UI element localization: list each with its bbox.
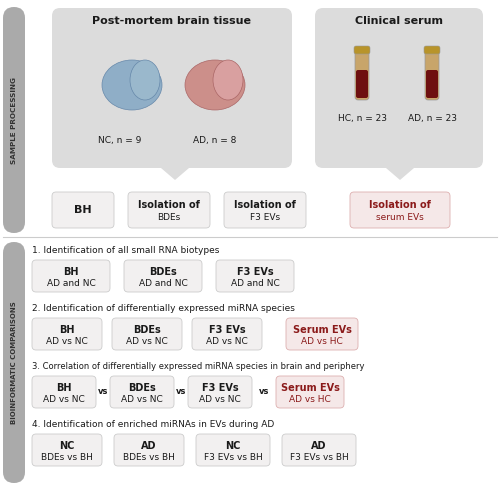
- Text: vs: vs: [259, 387, 269, 396]
- FancyBboxPatch shape: [196, 434, 270, 466]
- FancyBboxPatch shape: [32, 318, 102, 350]
- FancyBboxPatch shape: [32, 434, 102, 466]
- FancyBboxPatch shape: [52, 8, 292, 168]
- FancyBboxPatch shape: [192, 318, 262, 350]
- FancyBboxPatch shape: [32, 376, 96, 408]
- Text: vs: vs: [176, 387, 186, 396]
- FancyBboxPatch shape: [282, 434, 356, 466]
- Polygon shape: [161, 168, 189, 180]
- Text: AD vs HC: AD vs HC: [289, 394, 331, 404]
- Text: F3 EVs: F3 EVs: [208, 325, 246, 334]
- FancyBboxPatch shape: [224, 192, 306, 228]
- FancyBboxPatch shape: [356, 70, 368, 98]
- FancyBboxPatch shape: [354, 46, 370, 54]
- Text: 2. Identification of differentially expressed miRNA species: 2. Identification of differentially expr…: [32, 304, 295, 313]
- Text: AD vs NC: AD vs NC: [126, 337, 168, 346]
- Text: AD: AD: [311, 441, 327, 450]
- Text: F3 EVs: F3 EVs: [202, 383, 238, 392]
- Text: AD and NC: AD and NC: [46, 279, 96, 287]
- Text: AD and NC: AD and NC: [230, 279, 280, 287]
- Text: BH: BH: [56, 383, 72, 392]
- Text: Post-mortem brain tissue: Post-mortem brain tissue: [92, 16, 252, 26]
- Ellipse shape: [185, 60, 245, 110]
- Text: serum EVs: serum EVs: [376, 213, 424, 223]
- FancyBboxPatch shape: [350, 192, 450, 228]
- FancyBboxPatch shape: [3, 7, 25, 233]
- Text: vs: vs: [98, 387, 108, 396]
- Text: 1. Identification of all small RNA biotypes: 1. Identification of all small RNA bioty…: [32, 246, 220, 255]
- Text: AD vs NC: AD vs NC: [121, 394, 163, 404]
- Text: AD, n = 23: AD, n = 23: [408, 114, 457, 122]
- Text: SAMPLE PROCESSING: SAMPLE PROCESSING: [11, 77, 17, 163]
- Ellipse shape: [213, 60, 243, 100]
- Text: 3. Correlation of differentially expressed miRNA species in brain and periphery: 3. Correlation of differentially express…: [32, 362, 364, 371]
- Text: AD vs HC: AD vs HC: [301, 337, 343, 346]
- FancyBboxPatch shape: [124, 260, 202, 292]
- Text: BH: BH: [60, 325, 75, 334]
- Text: BDEs vs BH: BDEs vs BH: [41, 452, 93, 462]
- Polygon shape: [386, 168, 414, 180]
- Text: AD vs NC: AD vs NC: [199, 394, 241, 404]
- Ellipse shape: [102, 60, 162, 110]
- Text: Isolation of: Isolation of: [138, 200, 200, 210]
- FancyBboxPatch shape: [112, 318, 182, 350]
- Text: BDEs: BDEs: [158, 213, 180, 223]
- Text: BDEs: BDEs: [128, 383, 156, 392]
- Text: AD vs NC: AD vs NC: [46, 337, 88, 346]
- FancyBboxPatch shape: [32, 260, 110, 292]
- Text: Serum EVs: Serum EVs: [280, 383, 340, 392]
- Text: Serum EVs: Serum EVs: [292, 325, 352, 334]
- Text: BH: BH: [74, 205, 92, 215]
- FancyBboxPatch shape: [286, 318, 358, 350]
- Text: AD vs NC: AD vs NC: [43, 394, 85, 404]
- FancyBboxPatch shape: [128, 192, 210, 228]
- FancyBboxPatch shape: [425, 50, 439, 100]
- Text: BDEs: BDEs: [149, 266, 177, 277]
- FancyBboxPatch shape: [52, 192, 114, 228]
- Text: 4. Identification of enriched miRNAs in EVs during AD: 4. Identification of enriched miRNAs in …: [32, 420, 274, 429]
- FancyBboxPatch shape: [315, 8, 483, 168]
- FancyBboxPatch shape: [188, 376, 252, 408]
- Text: AD vs NC: AD vs NC: [206, 337, 248, 346]
- Text: HC, n = 23: HC, n = 23: [338, 114, 386, 122]
- Text: BH: BH: [63, 266, 79, 277]
- Text: F3 EVs vs BH: F3 EVs vs BH: [290, 452, 348, 462]
- FancyBboxPatch shape: [424, 46, 440, 54]
- FancyBboxPatch shape: [3, 242, 25, 483]
- Text: AD, n = 8: AD, n = 8: [194, 136, 236, 144]
- Text: NC: NC: [226, 441, 240, 450]
- Text: AD and NC: AD and NC: [138, 279, 188, 287]
- FancyBboxPatch shape: [114, 434, 184, 466]
- Text: Isolation of: Isolation of: [369, 200, 431, 210]
- FancyBboxPatch shape: [276, 376, 344, 408]
- Text: NC: NC: [60, 441, 74, 450]
- Text: BDEs vs BH: BDEs vs BH: [123, 452, 175, 462]
- Text: Clinical serum: Clinical serum: [355, 16, 443, 26]
- FancyBboxPatch shape: [216, 260, 294, 292]
- Text: BDEs: BDEs: [133, 325, 161, 334]
- Text: NC, n = 9: NC, n = 9: [98, 136, 142, 144]
- Text: AD: AD: [142, 441, 157, 450]
- Text: BIOINFORMATIC COMPARISONS: BIOINFORMATIC COMPARISONS: [11, 301, 17, 424]
- Text: Isolation of: Isolation of: [234, 200, 296, 210]
- Ellipse shape: [130, 60, 160, 100]
- FancyBboxPatch shape: [426, 70, 438, 98]
- FancyBboxPatch shape: [355, 50, 369, 100]
- Text: F3 EVs vs BH: F3 EVs vs BH: [204, 452, 262, 462]
- FancyBboxPatch shape: [110, 376, 174, 408]
- Text: F3 EVs: F3 EVs: [250, 213, 280, 223]
- Text: F3 EVs: F3 EVs: [236, 266, 274, 277]
